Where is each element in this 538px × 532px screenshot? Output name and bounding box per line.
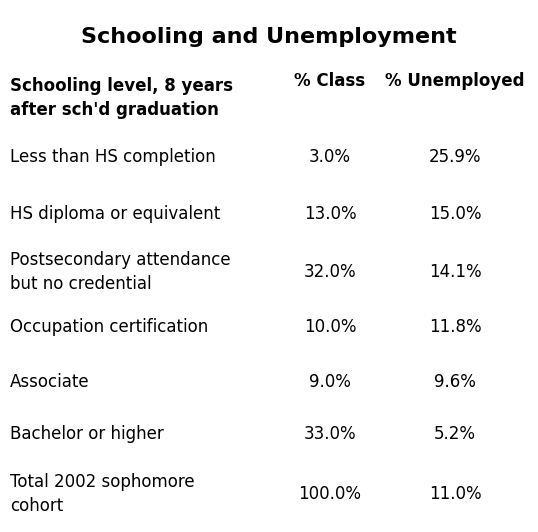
Text: 10.0%: 10.0% — [304, 318, 356, 336]
Text: 5.2%: 5.2% — [434, 425, 476, 443]
Text: 15.0%: 15.0% — [429, 205, 482, 223]
Text: 100.0%: 100.0% — [299, 485, 362, 503]
Text: HS diploma or equivalent: HS diploma or equivalent — [10, 205, 220, 223]
Text: Occupation certification: Occupation certification — [10, 318, 208, 336]
Text: Bachelor or higher: Bachelor or higher — [10, 425, 164, 443]
Text: Total 2002 sophomore
cohort: Total 2002 sophomore cohort — [10, 473, 195, 515]
Text: 9.0%: 9.0% — [309, 373, 351, 391]
Text: % Class: % Class — [294, 72, 365, 90]
Text: Postsecondary attendance
but no credential: Postsecondary attendance but no credenti… — [10, 251, 231, 293]
Text: 9.6%: 9.6% — [434, 373, 476, 391]
Text: 11.0%: 11.0% — [429, 485, 482, 503]
Text: Less than HS completion: Less than HS completion — [10, 148, 216, 166]
Text: 32.0%: 32.0% — [303, 263, 356, 281]
Text: Schooling level, 8 years
after sch'd graduation: Schooling level, 8 years after sch'd gra… — [10, 77, 233, 119]
Text: Schooling and Unemployment: Schooling and Unemployment — [81, 27, 457, 47]
Text: Associate: Associate — [10, 373, 90, 391]
Text: 3.0%: 3.0% — [309, 148, 351, 166]
Text: 13.0%: 13.0% — [303, 205, 356, 223]
Text: 33.0%: 33.0% — [303, 425, 356, 443]
Text: 25.9%: 25.9% — [429, 148, 482, 166]
Text: 11.8%: 11.8% — [429, 318, 482, 336]
Text: 14.1%: 14.1% — [429, 263, 482, 281]
Text: % Unemployed: % Unemployed — [385, 72, 525, 90]
